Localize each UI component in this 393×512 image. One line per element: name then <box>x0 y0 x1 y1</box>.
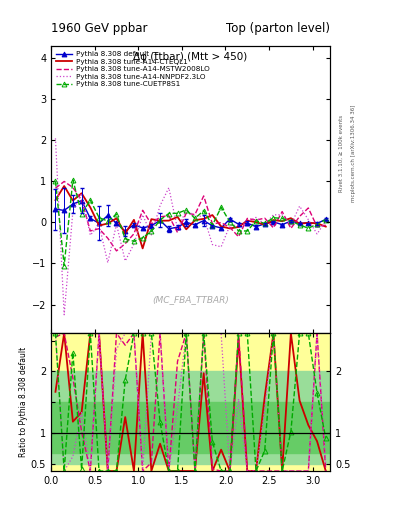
Y-axis label: Ratio to Pythia 8.308 default: Ratio to Pythia 8.308 default <box>19 347 28 457</box>
Legend: Pythia 8.308 default, Pythia 8.308 tune-A14-CTEQL1, Pythia 8.308 tune-A14-MSTW20: Pythia 8.308 default, Pythia 8.308 tune-… <box>53 48 212 90</box>
Bar <box>51 371 330 464</box>
Text: (MC_FBA_TTBAR): (MC_FBA_TTBAR) <box>152 295 229 305</box>
Text: Δφ (t̅tbar) (Mtt > 450): Δφ (t̅tbar) (Mtt > 450) <box>134 52 248 62</box>
Bar <box>51 402 330 453</box>
Text: mcplots.cern.ch [arXiv:1306.34 36]: mcplots.cern.ch [arXiv:1306.34 36] <box>351 105 356 202</box>
Text: 1960 GeV ppbar: 1960 GeV ppbar <box>51 22 148 35</box>
Text: Top (parton level): Top (parton level) <box>226 22 330 35</box>
Text: Rivet 3.1.10, ≥ 100k events: Rivet 3.1.10, ≥ 100k events <box>339 115 344 192</box>
